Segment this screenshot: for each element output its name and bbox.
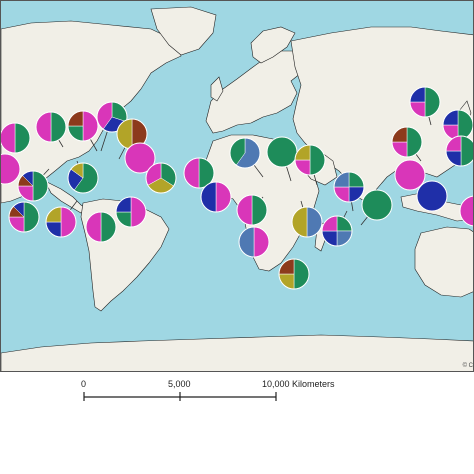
pie-outline — [96, 101, 128, 133]
pie-outline — [445, 135, 473, 167]
pie-outline — [394, 159, 426, 191]
pie-marker-c16 — [229, 137, 261, 169]
land-greenland — [150, 6, 217, 56]
pie-marker-c01 — [1, 122, 31, 154]
pie-outline — [361, 189, 393, 221]
scale-bar: 0 5,000 10,000 Kilometers — [0, 372, 474, 474]
pie-outline — [459, 195, 473, 227]
pie-outline — [409, 86, 441, 118]
pie-marker-c08 — [124, 142, 156, 174]
map-attribution: © C — [462, 363, 473, 369]
world-map — [1, 1, 473, 371]
pie-marker-c14 — [115, 196, 147, 228]
pie-outline — [35, 111, 67, 143]
pie-outline — [1, 122, 31, 154]
pie-outline — [115, 196, 147, 228]
pie-marker-c28 — [391, 126, 423, 158]
pie-marker-c18 — [266, 136, 298, 168]
pie-marker-c25 — [361, 189, 393, 221]
pie-marker-c15 — [183, 157, 215, 189]
pie-slice — [267, 137, 297, 167]
pie-outline — [124, 142, 156, 174]
pie-outline — [278, 258, 310, 290]
pie-outline — [333, 171, 365, 203]
pie-outline — [67, 110, 99, 142]
pie-slice — [1, 154, 20, 184]
pie-outline — [200, 181, 232, 213]
pie-outline — [1, 153, 21, 185]
pie-marker-c21 — [238, 226, 270, 258]
pie-marker-c22 — [291, 206, 323, 238]
pie-outline — [416, 180, 448, 212]
pie-outline — [291, 206, 323, 238]
pie-marker-c17 — [200, 181, 232, 213]
pie-outline — [8, 201, 40, 233]
pie-slice — [395, 160, 425, 190]
pie-outline — [391, 126, 423, 158]
land-australia — [414, 226, 473, 298]
pie-slice — [125, 143, 155, 173]
pie-marker-c31 — [442, 109, 473, 141]
pie-marker-c13 — [85, 211, 117, 243]
scale-bar-graphic — [83, 392, 277, 401]
pie-marker-c04 — [67, 110, 99, 142]
pie-outline — [229, 137, 261, 169]
pie-outline — [294, 144, 326, 176]
pie-marker-c30 — [416, 180, 448, 212]
scale-label-5000: 5,000 — [168, 379, 191, 389]
land-british-isles — [210, 76, 224, 102]
pie-marker-c11 — [8, 201, 40, 233]
pie-marker-c26 — [278, 258, 310, 290]
world-map-panel: © C — [0, 0, 474, 372]
pie-marker-c03 — [35, 111, 67, 143]
pie-marker-c19 — [294, 144, 326, 176]
pie-marker-c12 — [45, 206, 77, 238]
land-europe — [205, 50, 312, 134]
pie-outline — [17, 170, 49, 202]
pie-marker-c27 — [409, 86, 441, 118]
land-scandinavia — [250, 26, 296, 64]
pie-marker-c33 — [459, 195, 473, 227]
pie-marker-c20 — [236, 194, 268, 226]
pie-slice — [362, 190, 392, 220]
pie-outline — [145, 162, 177, 194]
land-antarctica — [1, 334, 473, 371]
pie-outline — [45, 206, 77, 238]
pie-marker-c32 — [445, 135, 473, 167]
pie-chart-markers — [1, 86, 473, 290]
pie-slice — [460, 196, 473, 226]
pie-outline — [236, 194, 268, 226]
pie-marker-c07 — [17, 170, 49, 202]
pie-outline — [67, 162, 99, 194]
land-asia — [290, 26, 473, 202]
scale-label-0: 0 — [81, 379, 87, 389]
pie-slice — [417, 181, 447, 211]
scale-label-10000: 10,000 Kilometers — [262, 379, 335, 389]
pie-marker-c09 — [145, 162, 177, 194]
pie-marker-c29 — [394, 159, 426, 191]
pie-marker-c02 — [1, 153, 21, 185]
pie-marker-c10 — [67, 162, 99, 194]
pie-marker-c24 — [333, 171, 365, 203]
pie-outline — [85, 211, 117, 243]
pie-outline — [321, 215, 353, 247]
pie-marker-c23 — [321, 215, 353, 247]
pie-outline — [183, 157, 215, 189]
pie-outline — [238, 226, 270, 258]
